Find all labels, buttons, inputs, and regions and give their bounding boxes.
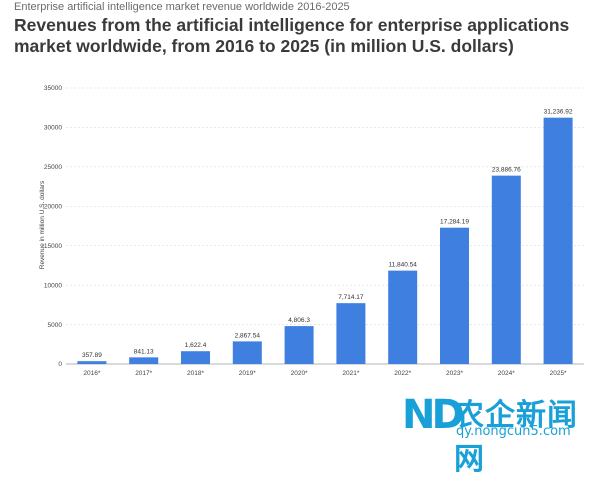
y-tick-label: 0 xyxy=(58,361,62,368)
value-label: 2,867.54 xyxy=(235,332,261,339)
x-tick-label: 2021* xyxy=(342,370,359,377)
watermark-logo: ND xyxy=(402,392,465,438)
bar xyxy=(284,326,314,364)
bar xyxy=(388,270,418,364)
y-tick-label: 25000 xyxy=(44,164,62,171)
bars xyxy=(77,117,573,364)
y-tick-label: 5000 xyxy=(48,322,63,329)
x-tick-label: 2022* xyxy=(394,370,411,377)
value-label: 31,236.92 xyxy=(544,109,573,116)
y-tick-label: 15000 xyxy=(44,243,62,250)
x-tick-label: 2020* xyxy=(291,370,308,377)
y-axis-ticks: 0 5000 10000 15000 20000 25000 30000 35000 xyxy=(44,85,62,368)
value-label: 11,840.54 xyxy=(388,262,417,269)
value-label: 17,284.19 xyxy=(440,219,469,226)
y-tick-label: 10000 xyxy=(44,282,62,289)
x-tick-label: 2018* xyxy=(187,370,204,377)
value-label: 357.89 xyxy=(82,352,102,359)
y-tick-label: 35000 xyxy=(44,85,62,92)
bar xyxy=(232,341,262,364)
x-axis-ticks: 2016* 2017* 2018* 2019* 2020* 2021* 2022* 2023*… xyxy=(83,370,567,377)
bar xyxy=(336,303,366,364)
bar xyxy=(543,117,573,364)
value-label: 1,622.4 xyxy=(185,342,207,349)
value-label: 23,886.76 xyxy=(492,167,521,174)
bar xyxy=(129,357,159,364)
x-tick-label: 2017* xyxy=(135,370,152,377)
bar xyxy=(439,227,470,364)
x-tick-label: 2024* xyxy=(498,370,515,377)
value-label: 7,714.17 xyxy=(338,294,364,301)
watermark: ND 农企新闻网 qy.nongcun5.com xyxy=(402,388,598,477)
value-label: 841.13 xyxy=(134,348,154,355)
watermark-url: qy.nongcun5.com xyxy=(456,424,571,439)
y-axis-label: Revenue in million U.S. dollars xyxy=(39,180,46,269)
y-tick-label: 20000 xyxy=(44,203,62,210)
value-label: 4,806.3 xyxy=(288,317,310,324)
x-tick-label: 2019* xyxy=(239,370,256,377)
x-tick-label: 2025* xyxy=(550,370,567,377)
x-tick-label: 2016* xyxy=(83,370,100,377)
value-labels: 357.89 841.13 1,622.4 2,867.54 4,806.3 7,714.… xyxy=(82,109,573,360)
chart-title: Revenues from the artificial intelligenc… xyxy=(14,15,570,56)
y-tick-label: 30000 xyxy=(44,125,62,132)
bar xyxy=(180,351,211,364)
chart-subtitle: Enterprise artificial intelligence marke… xyxy=(14,1,350,13)
bar xyxy=(491,175,521,364)
bar xyxy=(77,361,107,364)
x-tick-label: 2023* xyxy=(446,370,463,377)
bar-chart: 0 5000 10000 15000 20000 25000 30000 35000 357.… xyxy=(39,85,584,377)
